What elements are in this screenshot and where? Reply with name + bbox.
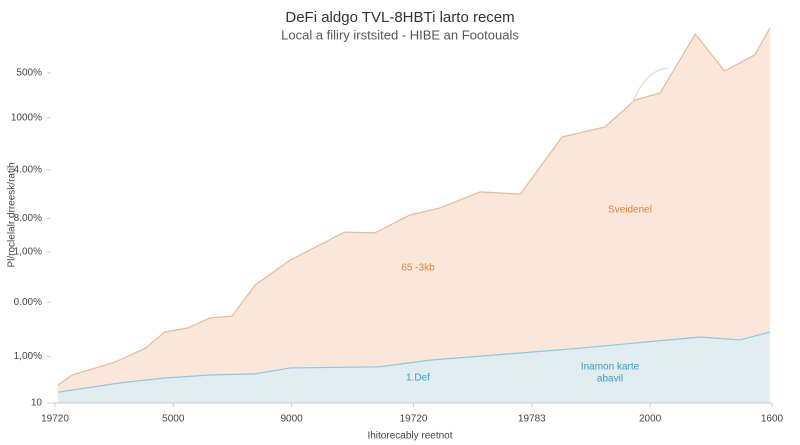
annotation: abavil <box>597 374 623 385</box>
x-tick-label: 1600 <box>761 414 784 425</box>
y-tick-label: 1,00% <box>14 247 42 258</box>
chart-title: DeFi aldgo TVL-8HBTi larto recem <box>285 9 514 26</box>
x-tick-label: 19783 <box>518 414 546 425</box>
series-label: 1.Def <box>406 373 430 384</box>
annotation: Inamon karte <box>581 362 640 373</box>
area-line <box>57 27 771 386</box>
x-tick-label: 19720 <box>400 414 428 425</box>
area-fill <box>57 28 770 404</box>
chart-subtitle: Local a filiry irstsited - HIBE an Footo… <box>281 27 519 42</box>
x-tick-label: 9000 <box>280 414 303 425</box>
series-label: 65 -3kb <box>401 263 435 274</box>
x-axis-label: Ihitorecably reetnot <box>367 431 452 442</box>
y-tick-label: 8.00% <box>14 213 42 224</box>
y-axis-label: Pl/roclelalr drreesk/ratih <box>7 162 18 267</box>
area-line <box>57 331 771 393</box>
y-tick-label: 0.00% <box>14 297 42 308</box>
x-tick-label: 19720 <box>41 414 69 425</box>
y-tick-label: 1,00% <box>14 351 42 362</box>
x-tick-label: 2000 <box>639 414 662 425</box>
x-tick-label: 5000 <box>162 414 185 425</box>
y-tick-label: 4.00% <box>14 164 42 175</box>
y-tick-label: 1000% <box>11 112 42 123</box>
decor-arc <box>631 67 669 105</box>
y-tick-label: 500% <box>16 68 42 79</box>
area-fill <box>57 332 770 403</box>
y-tick-label: 10 <box>31 398 43 409</box>
annotation: Sveidenel <box>608 205 652 216</box>
plot-area: 10 1,00% 0.00% 1,00% 8.00% 4.00% 1000% 500% 1972… <box>11 27 784 425</box>
